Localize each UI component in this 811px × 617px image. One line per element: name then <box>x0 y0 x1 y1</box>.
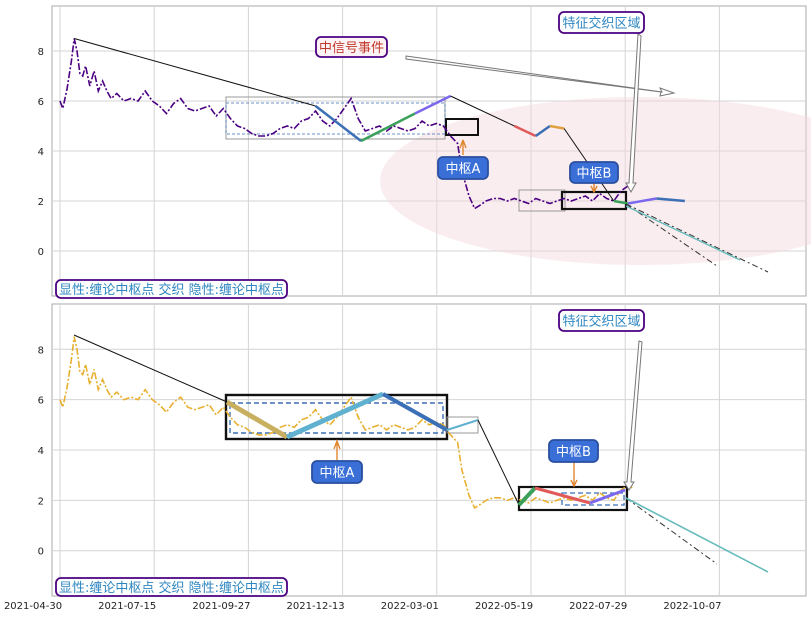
x-tick-label: 2022-05-19 <box>475 601 533 612</box>
legend-text-bottom-box <box>55 577 288 597</box>
bi-stroke <box>74 38 316 107</box>
bi-stroke <box>382 392 448 432</box>
hub-b-label: 中枢B <box>556 445 591 460</box>
projection-line <box>625 497 718 565</box>
bi-stroke <box>549 124 565 130</box>
bi-stroke <box>627 197 657 205</box>
x-tick-label: 2022-10-07 <box>663 601 721 612</box>
bi-stroke <box>73 334 228 403</box>
feature-zone-label-box <box>558 309 645 332</box>
hub-b-zone <box>561 492 625 506</box>
price-line-bottom <box>59 336 633 510</box>
bi-stroke <box>589 488 626 505</box>
bi-stroke <box>225 399 289 440</box>
y-tick-label: 2 <box>38 496 44 507</box>
mini-hub-box <box>445 118 479 136</box>
price-line-top <box>59 38 633 210</box>
signal-event-label-box <box>315 36 388 58</box>
hub-b-label: 中枢B <box>577 167 612 182</box>
bi-stroke <box>534 124 551 138</box>
x-tick-label: 2022-07-29 <box>569 601 627 612</box>
bi-stroke <box>360 112 416 143</box>
projection-line <box>625 497 769 573</box>
bi-stroke <box>613 199 629 205</box>
feature-zone-arrow <box>625 33 642 194</box>
bi-stroke <box>446 419 479 431</box>
y-tick-label: 6 <box>38 396 44 407</box>
signal-event-label: 中信号事件 <box>319 41 384 56</box>
bi-stroke <box>517 486 537 507</box>
x-tick-label: 2021-09-27 <box>192 601 250 612</box>
y-tick-label: 4 <box>38 446 44 457</box>
projection-line <box>625 203 769 273</box>
x-tick-label: 2021-12-13 <box>287 601 345 612</box>
projection-line <box>625 205 741 261</box>
y-tick-label: 8 <box>38 47 44 58</box>
hub-a-label: 中枢A <box>446 162 481 177</box>
y-tick-label: 8 <box>38 345 44 356</box>
bi-stroke <box>450 95 515 127</box>
bi-stroke <box>656 197 685 203</box>
hub-b-label-box <box>569 161 619 184</box>
mini-hub-box <box>446 416 479 434</box>
hub-a-zone <box>229 402 444 434</box>
y-tick-label: 0 <box>38 247 44 258</box>
y-tick-label: 0 <box>38 547 44 558</box>
bi-stroke <box>534 486 591 505</box>
feature-zone-arrow <box>623 340 643 491</box>
feature-zone-label: 特征交织区域 <box>562 16 640 32</box>
legend-text-top-box <box>55 279 288 299</box>
hub-a-label: 中枢A <box>320 466 355 481</box>
feature-zone-label: 特征交织区域 <box>562 314 640 330</box>
y-tick-label: 2 <box>38 197 44 208</box>
bi-stroke <box>477 419 520 506</box>
hub-a-label-box <box>311 460 363 484</box>
x-tick-label: 2022-03-01 <box>381 601 439 612</box>
y-tick-label: 4 <box>38 147 44 158</box>
x-tick-label: 2021-07-15 <box>98 601 156 612</box>
hub-b-label-box <box>548 439 599 463</box>
hub-a-pointer <box>459 139 467 155</box>
legend-text-bottom: 显性:缠论中枢点 交织 隐性:缠论中枢点 <box>59 580 284 596</box>
bi-stroke <box>513 124 537 138</box>
hub-a-label-box <box>437 156 489 180</box>
bi-stroke <box>285 391 385 440</box>
legend-text-top: 显性:缠论中枢点 交织 隐性:缠论中枢点 <box>59 282 284 298</box>
y-tick-label: 6 <box>38 97 44 108</box>
feature-zone-label-box <box>558 11 645 34</box>
signal-arrow <box>405 55 676 97</box>
x-tick-label: 2021-04-30 <box>4 601 62 612</box>
hub-b-pointer <box>570 462 578 488</box>
projection-line <box>625 203 718 267</box>
hub-a-pointer <box>333 439 341 462</box>
bi-stroke <box>314 105 362 142</box>
bi-stroke <box>414 94 452 115</box>
